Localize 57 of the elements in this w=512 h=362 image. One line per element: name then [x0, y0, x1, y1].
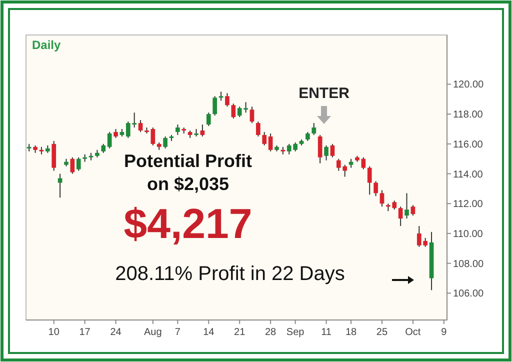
annotation: Potential Profit: [124, 151, 252, 171]
candlestick: [70, 156, 75, 174]
candlestick: [200, 124, 205, 137]
candlestick: [380, 190, 384, 208]
candlestick: [324, 144, 328, 161]
candlestick: [330, 143, 335, 158]
y-tick-label: 118.00: [453, 110, 484, 121]
annotation: 208.11% Profit in 22 Days: [115, 263, 345, 285]
candlestick: [150, 127, 156, 146]
x-tick-label: 11: [321, 327, 332, 338]
x-tick-label: 14: [203, 327, 215, 338]
x-tick-label: 18: [345, 327, 358, 338]
candlestick: [138, 120, 143, 132]
y-tick-label: 110.00: [453, 228, 484, 240]
x-tick-label: 10: [48, 327, 60, 338]
candlestick: [374, 180, 378, 197]
candlestick: [225, 92, 230, 108]
candlestick: [76, 156, 81, 172]
candlestick: [212, 96, 217, 116]
candlestick: [312, 122, 316, 136]
x-tick-label: Oct: [405, 327, 421, 338]
candlestick: [176, 124, 180, 136]
candlestick: [231, 103, 236, 120]
y-tick-label: 114.00: [453, 169, 484, 180]
candlestick: [163, 136, 168, 149]
x-tick-label: Aug: [144, 327, 162, 338]
annotation: on $2,035: [146, 174, 230, 194]
candlestick: [361, 156, 366, 170]
x-tick-label: 7: [174, 327, 181, 338]
candlestick: [268, 132, 273, 152]
candlestick: [410, 204, 416, 216]
x-tick-label: 24: [110, 327, 122, 338]
y-tick-label: 120.00: [453, 80, 484, 91]
annotation: $4,217: [124, 200, 252, 247]
x-tick-label: 17: [79, 327, 91, 338]
annotation: ENTER: [298, 85, 350, 102]
candlestick: [206, 112, 211, 127]
chart-title: Daily: [32, 38, 62, 52]
candlestick: [262, 131, 267, 146]
candlestick: [318, 134, 322, 164]
candlestick: [404, 192, 409, 220]
x-tick-label: 21: [234, 327, 246, 338]
y-tick-label: 108.00: [453, 258, 484, 270]
x-tick-label: Sep: [286, 327, 305, 338]
candlestick: [250, 106, 254, 124]
candlestick: [52, 140, 56, 172]
y-tick-label: 116.00: [453, 139, 484, 150]
y-tick-label: 112.00: [453, 199, 484, 210]
y-tick-label: 106.00: [453, 288, 484, 300]
x-tick-label: 25: [376, 327, 388, 338]
candlestick: [367, 166, 372, 196]
x-tick-label: 9: [441, 327, 448, 338]
candlestick: [398, 206, 403, 226]
x-tick-label: 28: [264, 327, 277, 338]
candlestick: [107, 131, 112, 149]
candlestick: [58, 173, 62, 198]
candlestick: [256, 121, 260, 137]
